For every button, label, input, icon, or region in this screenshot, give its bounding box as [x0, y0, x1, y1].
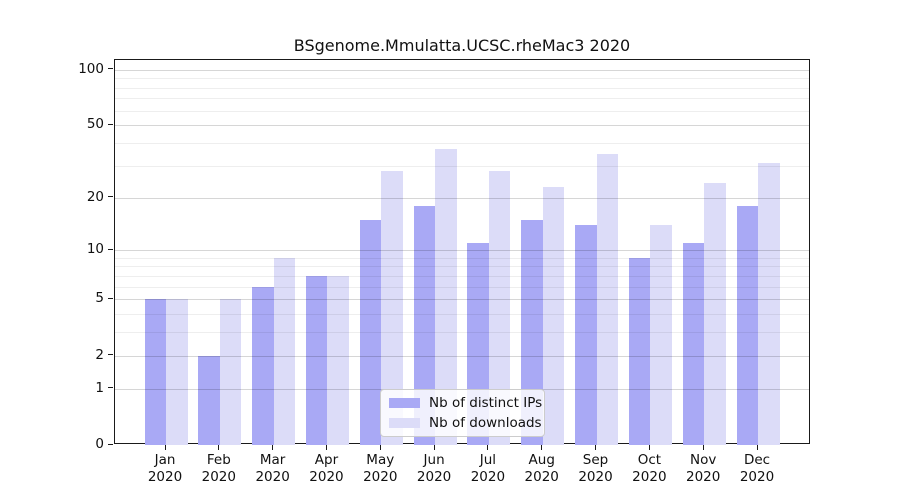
x-axis-tick-label: Jan 2020	[147, 452, 183, 485]
legend-label-distinct-ips: Nb of distinct IPs	[429, 395, 543, 411]
bar-distinct-ips-aug	[521, 219, 543, 445]
gridline-minor	[115, 78, 809, 80]
gridline-minor	[115, 266, 809, 268]
y-tick-mark	[108, 387, 113, 389]
bar-downloads-jun	[435, 149, 457, 445]
bar-distinct-ips-feb	[198, 355, 220, 445]
bar-downloads-oct	[650, 224, 672, 445]
bar-downloads-nov	[704, 183, 726, 445]
legend: Nb of distinct IPs Nb of downloads	[380, 389, 545, 437]
gridline-minor	[115, 332, 809, 334]
bar-distinct-ips-sep	[575, 224, 597, 445]
gridline-minor	[115, 257, 809, 259]
y-tick-mark	[108, 68, 113, 70]
y-tick-mark	[108, 248, 113, 250]
x-axis-tick-label: May 2020	[363, 452, 398, 485]
y-axis-tick-label: 10	[86, 241, 104, 258]
x-tick-mark	[325, 445, 327, 450]
x-tick-mark	[648, 445, 650, 450]
y-axis-tick-label: 100	[78, 60, 104, 77]
x-axis-tick-label: Jun 2020	[416, 452, 452, 485]
bar-downloads-apr	[327, 275, 349, 445]
bar-downloads-feb	[219, 299, 242, 445]
y-tick-mark	[108, 354, 113, 356]
gridline-minor	[115, 286, 809, 288]
legend-item-distinct-ips: Nb of distinct IPs	[389, 395, 542, 411]
x-tick-mark	[487, 445, 489, 450]
gridline-major	[115, 355, 809, 357]
y-axis-tick-label: 1	[95, 379, 104, 396]
x-axis-tick-label: Oct 2020	[632, 452, 667, 485]
plot-area	[114, 59, 810, 445]
y-axis-tick-label: 5	[95, 290, 104, 307]
x-tick-mark	[702, 445, 704, 450]
gridline-minor	[115, 165, 809, 167]
legend-label-downloads: Nb of downloads	[429, 415, 542, 431]
x-axis-tick-label: Nov 2020	[685, 452, 721, 485]
gridline-minor	[115, 275, 809, 277]
legend-item-downloads: Nb of downloads	[389, 415, 542, 431]
x-axis-tick-label: Mar 2020	[255, 452, 290, 485]
bar-downloads-jan	[166, 299, 188, 445]
bar-distinct-ips-may	[359, 219, 382, 445]
bar-distinct-ips-nov	[682, 243, 705, 445]
y-axis-tick-label: 2	[95, 346, 104, 363]
x-axis-tick-label: Sep 2020	[578, 452, 613, 485]
bar-distinct-ips-dec	[736, 205, 758, 445]
bar-downloads-may	[381, 171, 403, 445]
gridline-major	[115, 197, 809, 199]
gridline-minor	[115, 98, 809, 100]
bar-distinct-ips-oct	[628, 257, 651, 445]
gridline-major	[115, 69, 809, 71]
gridline-major	[115, 125, 809, 127]
y-axis-tick-label: 20	[86, 188, 104, 205]
bar-distinct-ips-jun	[413, 205, 436, 445]
bar-distinct-ips-mar	[252, 286, 274, 445]
x-tick-mark	[218, 445, 220, 450]
x-tick-mark	[433, 445, 435, 450]
gridline-major	[115, 299, 809, 301]
gridline-minor	[115, 87, 809, 89]
bar-downloads-jul	[488, 171, 511, 445]
bar-downloads-mar	[273, 257, 296, 445]
bar-downloads-sep	[596, 153, 619, 445]
x-tick-mark	[595, 445, 597, 450]
gridline-minor	[115, 110, 809, 112]
y-tick-mark	[108, 123, 113, 125]
gridline-minor	[115, 314, 809, 316]
bar-downloads-dec	[758, 163, 780, 445]
x-tick-mark	[541, 445, 543, 450]
gridline-minor	[115, 143, 809, 145]
y-axis-tick-label: 0	[95, 436, 104, 452]
x-axis-tick-label: Aug 2020	[524, 452, 559, 485]
x-axis-tick-label: Jul 2020	[470, 452, 506, 485]
legend-swatch-distinct-ips	[389, 398, 420, 408]
y-tick-mark	[108, 443, 113, 445]
x-tick-mark	[272, 445, 274, 450]
x-tick-mark	[164, 445, 166, 450]
x-tick-mark	[756, 445, 758, 450]
bar-distinct-ips-jan	[144, 299, 166, 445]
x-axis-tick-label: Feb 2020	[201, 452, 236, 485]
x-axis-tick-label: Dec 2020	[739, 452, 775, 485]
bar-distinct-ips-apr	[305, 275, 328, 445]
gridline-major	[115, 250, 809, 252]
legend-swatch-downloads	[389, 418, 420, 428]
y-tick-mark	[108, 196, 113, 197]
y-axis-tick-label: 50	[86, 116, 104, 133]
y-tick-mark	[108, 297, 113, 299]
bar-downloads-aug	[542, 186, 565, 445]
x-axis-tick-label: Apr 2020	[309, 452, 344, 485]
chart-title: BSgenome.Mmulatta.UCSC.rheMac3 2020	[293, 36, 631, 55]
x-tick-mark	[379, 445, 381, 450]
